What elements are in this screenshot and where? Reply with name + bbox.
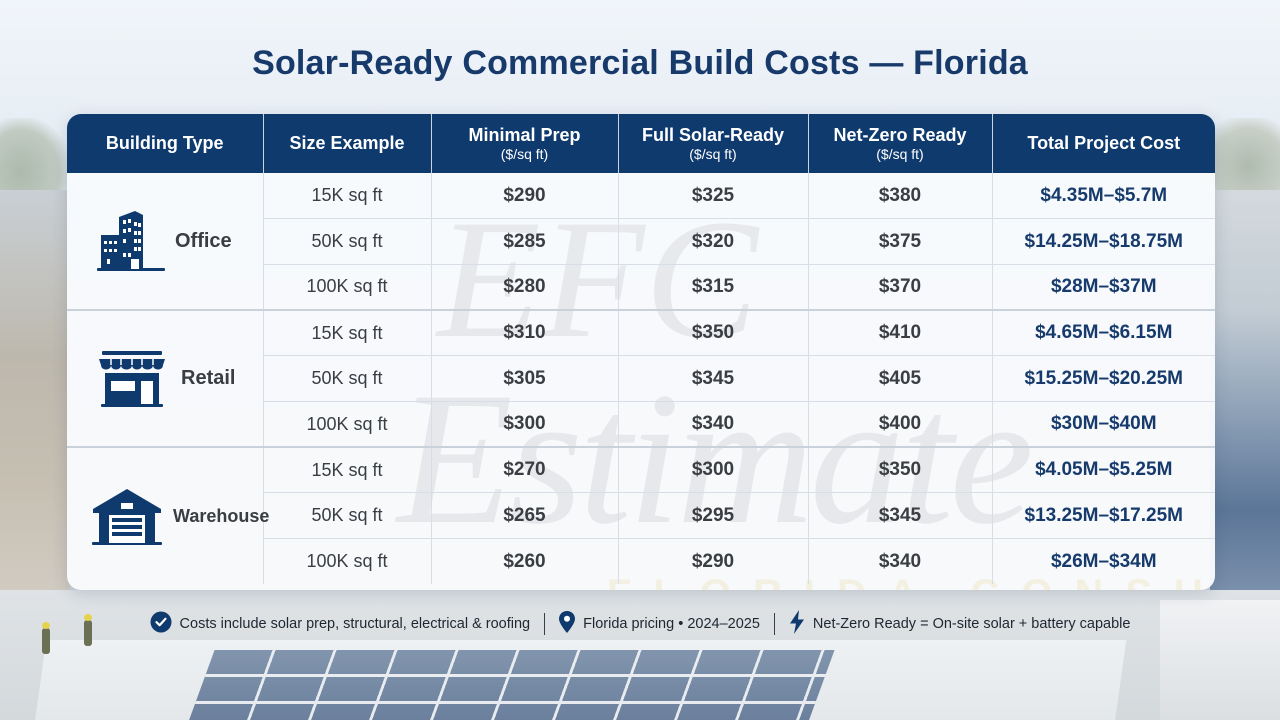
total-project-cost-cell: $13.25M–$17.25M: [992, 492, 1215, 539]
table-header-row: Building Type Size Example Minimal Prep(…: [67, 114, 1215, 173]
total-project-cost-cell: $14.25M–$18.75M: [992, 218, 1215, 265]
table-row: 100K sq ft $260 $290 $340 $26M–$34M: [67, 538, 1215, 585]
minimal-prep-cell: $310: [431, 310, 619, 357]
net-zero-ready-cell: $350: [808, 447, 993, 494]
total-project-cost-cell: $30M–$40M: [992, 401, 1215, 449]
building-type-retail: Retail: [67, 310, 264, 449]
cost-table: Building Type Size Example Minimal Prep(…: [67, 114, 1215, 585]
size-cell: 50K sq ft: [263, 492, 432, 539]
header-building-type: Building Type: [67, 114, 264, 173]
header-size-example: Size Example: [263, 114, 432, 173]
header-label: Total Project Cost: [1027, 133, 1181, 154]
net-zero-ready-cell: $400: [808, 401, 993, 449]
net-zero-ready-cell: $380: [808, 173, 993, 220]
header-label: Net-Zero Ready: [833, 124, 967, 145]
net-zero-ready-cell: $405: [808, 355, 993, 402]
building-type-label: Office: [175, 229, 232, 252]
minimal-prep-cell: $270: [431, 447, 619, 494]
building-type-office: Office: [67, 173, 264, 312]
net-zero-ready-cell: $410: [808, 310, 993, 357]
size-cell: 15K sq ft: [263, 173, 432, 220]
background-solar-panels: [185, 650, 835, 720]
office-building-icon: [95, 209, 167, 273]
header-label: Size Example: [289, 133, 405, 154]
minimal-prep-cell: $285: [431, 218, 619, 265]
size-cell: 50K sq ft: [263, 218, 432, 265]
net-zero-ready-cell: $340: [808, 538, 993, 585]
header-label: Full Solar-Ready: [641, 124, 785, 145]
table-row: Warehouse 15K sq ft $270 $300 $350 $4.05…: [67, 447, 1215, 585]
footer-divider: [773, 613, 775, 635]
size-cell: 100K sq ft: [263, 538, 432, 585]
table-row: Office 15K sq ft $290 $325 $380 $4.35M–$…: [67, 173, 1215, 312]
header-label: Minimal Prep: [468, 124, 581, 145]
total-project-cost-cell: $28M–$37M: [992, 264, 1215, 312]
minimal-prep-cell: $290: [431, 173, 619, 220]
size-cell: 15K sq ft: [263, 310, 432, 357]
building-type-label: Retail: [181, 367, 236, 390]
footer-note-pricing: Florida pricing • 2024–2025: [559, 611, 760, 637]
total-project-cost-cell: $4.65M–$6.15M: [992, 310, 1215, 357]
footer-note-costs: Costs include solar prep, structural, el…: [150, 611, 531, 637]
full-solar-ready-cell: $300: [618, 447, 809, 494]
background-building-left: [0, 190, 70, 610]
footer-notes: Costs include solar prep, structural, el…: [0, 610, 1280, 638]
storefront-icon: [97, 349, 167, 409]
table-row: 100K sq ft $300 $340 $400 $30M–$40M: [67, 401, 1215, 449]
background-solar-building-right: [1210, 190, 1280, 590]
header-full-solar-ready: Full Solar-Ready ($/sq ft): [618, 114, 809, 173]
total-project-cost-cell: $15.25M–$20.25M: [992, 355, 1215, 402]
net-zero-ready-cell: $370: [808, 264, 993, 312]
full-solar-ready-cell: $320: [618, 218, 809, 265]
warehouse-icon: [91, 485, 163, 547]
table-row: 50K sq ft $265 $295 $345 $13.25M–$17.25M: [67, 492, 1215, 539]
minimal-prep-cell: $280: [431, 264, 619, 312]
header-net-zero-ready: Net-Zero Ready ($/sq ft): [808, 114, 993, 173]
footer-note-net-zero: Net-Zero Ready = On-site solar + battery…: [789, 610, 1131, 638]
lightning-bolt-icon: [789, 610, 805, 638]
total-project-cost-cell: $4.05M–$5.25M: [992, 447, 1215, 494]
location-pin-icon: [559, 611, 576, 637]
background-roof: [33, 640, 1127, 720]
page-title: Solar-Ready Commercial Build Costs — Flo…: [252, 44, 1028, 82]
table-row: 50K sq ft $285 $320 $375 $14.25M–$18.75M: [67, 218, 1215, 265]
table-row: 100K sq ft $280 $315 $370 $28M–$37M: [67, 264, 1215, 312]
table-row: Retail 15K sq ft $310 $350 $410 $4.65M–$…: [67, 310, 1215, 449]
minimal-prep-cell: $305: [431, 355, 619, 402]
check-circle-icon: [150, 611, 172, 637]
full-solar-ready-cell: $340: [618, 401, 809, 449]
size-cell: 100K sq ft: [263, 401, 432, 449]
minimal-prep-cell: $260: [431, 538, 619, 585]
table-row: 50K sq ft $305 $345 $405 $15.25M–$20.25M: [67, 355, 1215, 402]
header-unit: ($/sq ft): [689, 146, 737, 163]
footer-note-text: Costs include solar prep, structural, el…: [179, 616, 531, 632]
full-solar-ready-cell: $350: [618, 310, 809, 357]
full-solar-ready-cell: $315: [618, 264, 809, 312]
minimal-prep-cell: $265: [431, 492, 619, 539]
header-unit: ($/sq ft): [876, 146, 924, 163]
total-project-cost-cell: $26M–$34M: [1050, 550, 1157, 572]
total-project-cost-cell: $4.35M–$5.7M: [992, 173, 1215, 220]
header-unit: ($/sq ft): [500, 146, 549, 163]
full-solar-ready-cell: $290: [618, 538, 809, 585]
size-cell: 50K sq ft: [263, 355, 432, 402]
header-total-project-cost: Total Project Cost: [992, 114, 1215, 173]
header-label: Building Type: [105, 133, 224, 154]
cost-table-card: EFC Estimate FLORIDA CONSULTING Building…: [67, 114, 1215, 590]
size-cell: 100K sq ft: [263, 264, 432, 312]
building-type-label: Warehouse: [173, 505, 270, 526]
full-solar-ready-cell: $325: [618, 173, 809, 220]
net-zero-ready-cell: $375: [808, 218, 993, 265]
size-cell: 15K sq ft: [263, 447, 432, 494]
footer-note-text: Florida pricing • 2024–2025: [583, 616, 760, 632]
full-solar-ready-cell: $295: [618, 492, 809, 539]
footer-note-text: Net-Zero Ready = On-site solar + battery…: [812, 616, 1131, 632]
header-minimal-prep: Minimal Prep ($/sq ft): [431, 114, 619, 173]
full-solar-ready-cell: $345: [618, 355, 809, 402]
net-zero-ready-cell: $345: [808, 492, 993, 539]
minimal-prep-cell: $300: [431, 401, 619, 449]
background-trees-left: [0, 118, 70, 208]
building-type-warehouse: Warehouse: [67, 447, 269, 585]
footer-divider: [544, 613, 546, 635]
